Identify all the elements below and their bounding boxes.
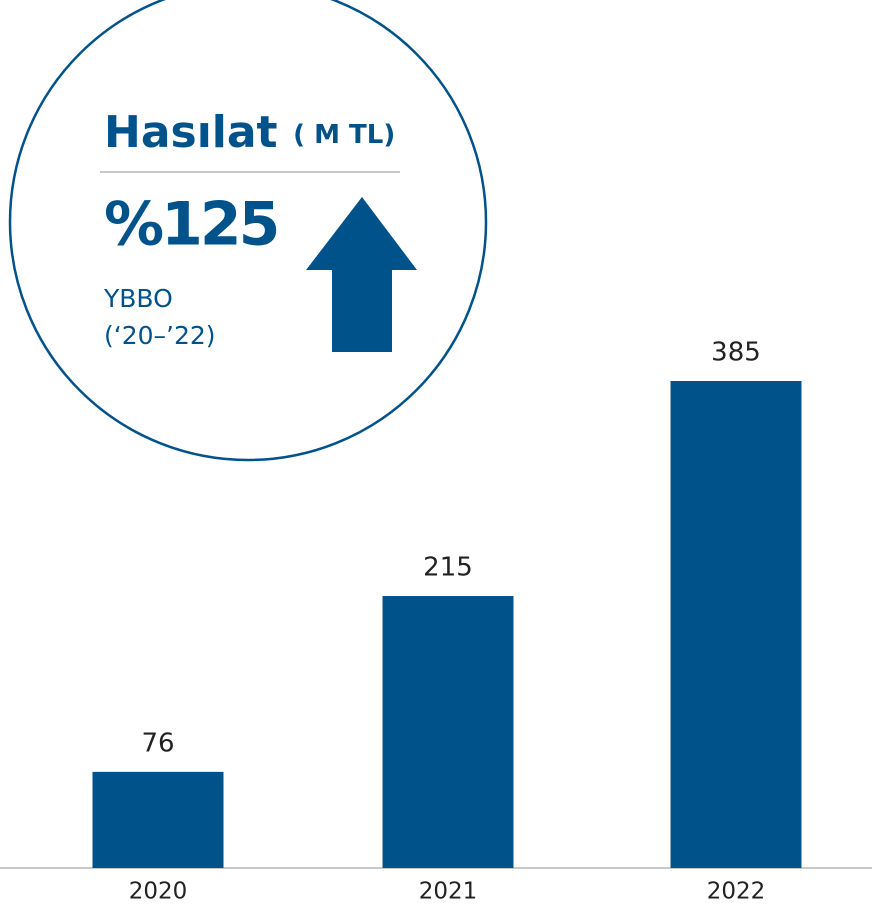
value-label: 76 <box>141 728 174 758</box>
chart-unit: ( M TL) <box>293 120 395 150</box>
chart-title-group: Hasılat ( M TL) <box>104 107 395 158</box>
x-tick-label: 2022 <box>707 879 766 905</box>
value-label: 385 <box>711 338 761 368</box>
growth-value: %125 <box>104 190 277 260</box>
value-label: 215 <box>423 553 473 583</box>
chart-title: Hasılat <box>104 107 278 158</box>
growth-label: YBBO <box>103 284 173 313</box>
x-tick-label: 2020 <box>129 879 188 905</box>
bar <box>670 381 802 868</box>
bar <box>382 596 514 868</box>
x-tick-label: 2021 <box>419 879 478 905</box>
growth-period: (‘20–’22) <box>104 321 216 350</box>
bar <box>92 771 224 868</box>
up-arrow <box>306 197 417 352</box>
